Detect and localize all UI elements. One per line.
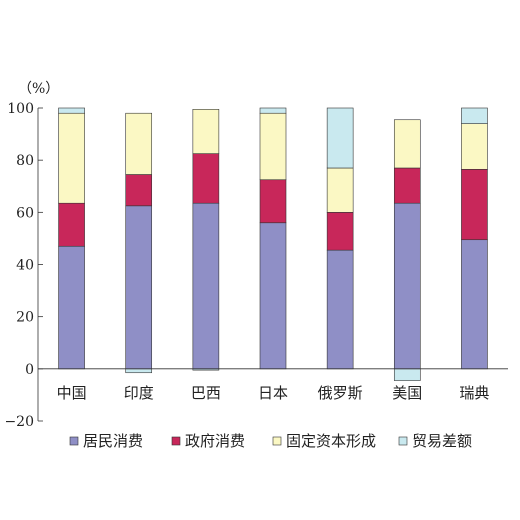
legend-swatch [398, 436, 408, 446]
bar-segment [125, 112, 153, 175]
bar-segment [192, 109, 220, 154]
bar-segment [326, 107, 354, 169]
x-tick-label: 中国 [57, 384, 87, 402]
bar-segment [259, 112, 287, 181]
legend-label: 固定资本形成 [286, 432, 376, 450]
bar-segment [393, 202, 421, 370]
x-tick-label: 俄罗斯 [318, 384, 363, 402]
x-tick-label: 巴西 [191, 384, 221, 402]
y-tick-label: 80 [16, 153, 34, 169]
x-tick-label: 美国 [392, 384, 422, 402]
bar-segment [326, 212, 354, 251]
y-tick-label: 60 [16, 205, 34, 221]
bar-segment [393, 368, 421, 381]
bar-segment [58, 112, 85, 204]
bar-segment [393, 119, 421, 169]
legend-swatch [69, 436, 79, 446]
y-tick-label: 40 [16, 258, 34, 274]
bar-segment [259, 179, 287, 224]
bar-segment [259, 107, 287, 114]
y-unit-label: （%） [18, 81, 59, 97]
bar-segment [125, 174, 153, 207]
legend-label: 贸易差额 [412, 432, 472, 450]
bar-segment [125, 205, 153, 370]
legend-label: 居民消费 [83, 432, 143, 450]
plot-area [58, 107, 488, 381]
bar-segment [58, 107, 85, 114]
bar-segment [393, 167, 421, 204]
bar-segment [192, 202, 220, 370]
bar-segment [461, 239, 488, 370]
legend-swatch [171, 436, 181, 446]
y-tick-label: 20 [16, 310, 34, 326]
legend: 居民消费 政府消费 固定资本形成 贸易差额 [69, 432, 472, 450]
legend-swatch [272, 436, 282, 446]
axes: −20 0 20 40 60 80 100 中国 印度 巴西 日本 俄罗斯 美国 瑞典 [4, 101, 508, 430]
bar-segment [125, 368, 153, 374]
x-tick-label: 瑞典 [459, 384, 489, 402]
legend-label: 政府消费 [185, 432, 245, 450]
bar-segment [461, 169, 488, 241]
bar-segment [461, 107, 488, 124]
bar-segment [326, 249, 354, 370]
x-tick-label: 日本 [258, 384, 288, 402]
y-tick-label: 0 [25, 362, 34, 378]
bar-segment [259, 222, 287, 370]
bar-segment [461, 123, 488, 170]
bar-segment [58, 202, 85, 247]
bar-segment [326, 167, 354, 213]
y-tick-label: 100 [7, 101, 34, 117]
y-tick-label: −20 [4, 414, 34, 430]
x-tick-label: 印度 [124, 384, 154, 402]
bar-segment [58, 245, 85, 370]
bar-segment [192, 153, 220, 204]
